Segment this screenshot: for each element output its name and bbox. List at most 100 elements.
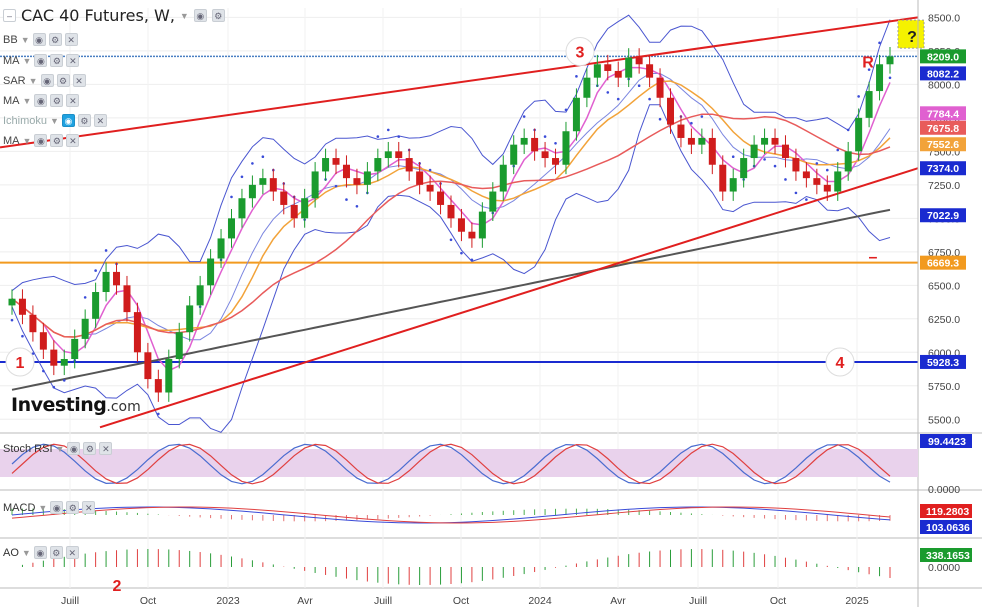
gear-icon[interactable]: ⚙ <box>49 546 63 559</box>
x-tick-label: 2024 <box>528 595 552 607</box>
x-tick-label: Juill <box>689 595 707 607</box>
indicator-label[interactable]: Ichimoku <box>3 114 48 127</box>
gear-icon[interactable]: ⚙ <box>50 94 64 107</box>
candle-body <box>165 358 173 393</box>
candle-body <box>50 349 58 366</box>
indicator-label[interactable]: MA <box>3 94 20 107</box>
eye-icon[interactable]: ◉ <box>34 94 48 107</box>
candle-body <box>133 312 141 353</box>
candle-body <box>259 178 267 185</box>
close-icon[interactable]: ✕ <box>99 442 113 455</box>
sar-dot <box>616 97 620 101</box>
eye-icon[interactable]: ◉ <box>32 33 46 46</box>
eye-icon[interactable]: ◉ <box>34 134 48 147</box>
eye-icon[interactable]: ◉ <box>50 501 64 514</box>
chevron-down-icon[interactable]: ▼ <box>55 443 65 454</box>
price-badge-label: 7784.4 <box>927 108 959 120</box>
gear-icon[interactable]: ⚙ <box>50 134 64 147</box>
close-icon[interactable]: ✕ <box>64 33 78 46</box>
candle-body <box>771 137 779 145</box>
stoch-k-line <box>11 443 891 485</box>
close-icon[interactable]: ✕ <box>65 546 79 559</box>
close-icon[interactable]: ✕ <box>72 74 86 87</box>
chevron-down-icon[interactable]: ▼ <box>38 502 48 513</box>
candle-body <box>552 158 560 165</box>
gear-icon[interactable]: ⚙ <box>66 501 80 514</box>
close-icon[interactable]: ✕ <box>66 134 80 147</box>
chevron-down-icon[interactable]: ▼ <box>22 55 32 66</box>
y-tick-label: 6750.0 <box>928 247 960 259</box>
eye-icon[interactable]: ◉ <box>40 74 54 87</box>
macd-label[interactable]: MACD <box>3 501 36 514</box>
close-icon[interactable]: ✕ <box>66 54 80 67</box>
annotation-label: – <box>869 249 878 266</box>
sar-dot <box>251 162 254 165</box>
candle-body <box>489 191 497 212</box>
indicator-label[interactable]: SAR <box>3 74 26 87</box>
candle-body <box>855 117 863 152</box>
candle-body <box>8 298 16 306</box>
gear-icon[interactable]: ⚙ <box>211 9 225 22</box>
eye-icon[interactable]: ◉ <box>34 54 48 67</box>
indicator-row-ma-2: MA ▼ ◉ ⚙ ✕ <box>3 94 80 107</box>
gear-icon[interactable]: ⚙ <box>56 74 70 87</box>
chart-title-bar: – CAC 40 Futures, W, ▼ ◉ ⚙ <box>3 6 225 25</box>
candle-body <box>238 198 246 219</box>
close-icon[interactable]: ✕ <box>82 501 96 514</box>
sar-dot <box>543 135 547 138</box>
chevron-down-icon[interactable]: ▼ <box>20 34 30 45</box>
annotation-label: 1 <box>16 355 25 372</box>
candle-body <box>510 144 518 165</box>
gear-icon[interactable]: ⚙ <box>77 114 91 127</box>
indicator-label[interactable]: MA <box>3 134 20 147</box>
ao-label[interactable]: AO <box>3 546 19 559</box>
chevron-down-icon[interactable]: ▼ <box>179 10 189 21</box>
indicator-label[interactable]: MA <box>3 54 20 67</box>
candle-body <box>374 158 382 172</box>
eye-icon[interactable]: ◉ <box>33 546 47 559</box>
sar-dot <box>825 168 829 172</box>
gear-icon[interactable]: ⚙ <box>83 442 97 455</box>
annotation-label: 2 <box>113 578 122 595</box>
price-badge <box>920 120 966 135</box>
gear-icon[interactable]: ⚙ <box>50 54 64 67</box>
sar-dot <box>878 41 881 45</box>
close-icon[interactable]: ✕ <box>66 94 80 107</box>
gear-icon[interactable]: ⚙ <box>48 33 62 46</box>
chevron-down-icon[interactable]: ▼ <box>21 547 31 558</box>
x-tick-label: Juill <box>61 595 79 607</box>
candle-body <box>468 231 476 239</box>
eye-icon[interactable]: ◉ <box>193 9 207 22</box>
indicator-label[interactable]: BB <box>3 33 18 46</box>
stoch-d-line <box>11 443 891 485</box>
candle-body <box>583 77 591 98</box>
candle-body <box>740 158 748 179</box>
eye-icon[interactable]: ◉ <box>67 442 81 455</box>
minimize-icon[interactable]: – <box>3 9 16 22</box>
annotation-label: 4 <box>836 355 845 372</box>
eye-icon[interactable]: ◉ <box>61 114 75 127</box>
candle-body <box>478 211 486 239</box>
price-badge-label: 7022.9 <box>927 210 959 222</box>
candle-body <box>667 97 674 125</box>
candle-body <box>186 305 194 333</box>
candle-body <box>322 158 330 172</box>
annotation-label: 3 <box>576 45 585 62</box>
stoch-rsi-label[interactable]: Stoch RSI <box>3 442 53 455</box>
chevron-down-icon[interactable]: ▼ <box>50 115 59 126</box>
candle-body <box>593 64 601 78</box>
sar-dot <box>397 135 401 138</box>
x-tick-label: 2025 <box>845 595 869 607</box>
y-tick-label: 5750.0 <box>928 381 960 393</box>
annotation-circle <box>5 347 35 377</box>
chevron-down-icon[interactable]: ▼ <box>22 95 32 106</box>
price-badge-label: 7675.8 <box>927 123 959 135</box>
sar-dot <box>345 198 348 201</box>
macd-value-label: 119.2803 <box>926 506 969 518</box>
sar-dot <box>94 269 97 272</box>
close-icon[interactable]: ✕ <box>93 114 107 127</box>
chevron-down-icon[interactable]: ▼ <box>28 75 38 86</box>
x-tick-label: Oct <box>770 595 786 607</box>
chevron-down-icon[interactable]: ▼ <box>22 135 32 146</box>
question-box <box>897 19 925 49</box>
